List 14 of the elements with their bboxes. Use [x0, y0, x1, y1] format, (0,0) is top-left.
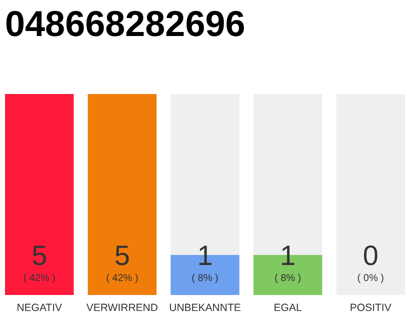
data-label: 5	[32, 240, 48, 271]
annotation: ( 42% )	[106, 273, 138, 284]
data-label: 5	[114, 240, 130, 271]
x-tick-label: NEGATIV	[16, 302, 62, 314]
x-tick-label: EGAL	[274, 302, 302, 314]
annotation: ( 42% )	[23, 273, 56, 284]
x-tick-label: VERWIRREND	[86, 302, 158, 314]
x-tick-label: POSITIV	[350, 302, 392, 314]
x-tick-label: UNBEKANNTE	[169, 302, 241, 314]
annotation: 0	[362, 240, 378, 271]
annotation: ( 8% )	[274, 273, 302, 284]
annotation: ( 0% )	[357, 273, 384, 284]
annotation: ( 8% )	[192, 273, 218, 284]
chart-title: 048668282696	[5, 3, 246, 44]
